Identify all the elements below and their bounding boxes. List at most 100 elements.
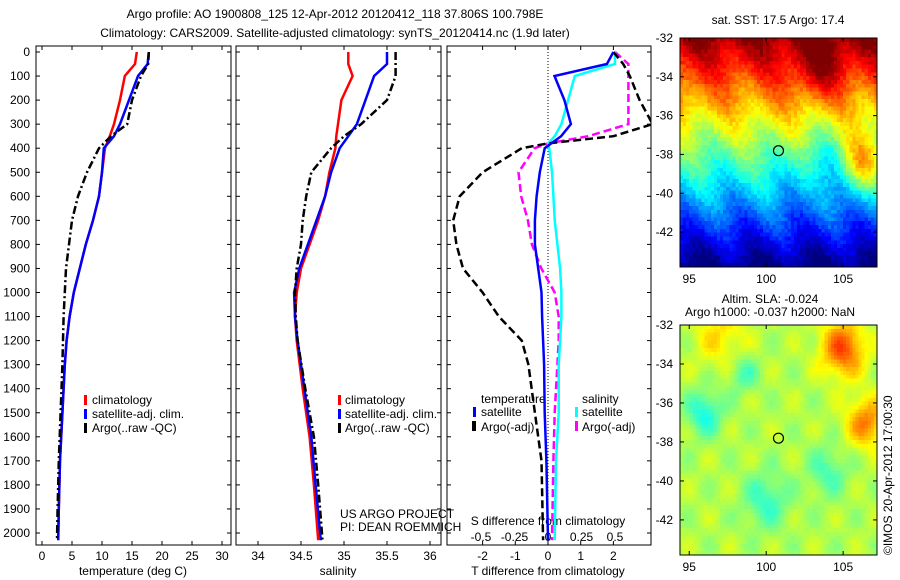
salinity-xlabel: salinity bbox=[320, 564, 357, 578]
y-tick-label: 1600 bbox=[3, 430, 30, 444]
legend-label: satellite-adj. clim. bbox=[345, 407, 437, 421]
x-tick-label: 5 bbox=[69, 549, 76, 563]
x-tick-label: 20 bbox=[155, 549, 169, 563]
y-tick-label: 900 bbox=[10, 261, 30, 275]
salinity-legend: climatology satellite-adj. clim. Argo(..… bbox=[338, 393, 437, 435]
x-tick-label: -1 bbox=[510, 549, 521, 563]
y-tick-label: 1000 bbox=[3, 286, 30, 300]
legend-swatch-argo bbox=[84, 423, 87, 433]
s-tick-label: -0.5 bbox=[471, 530, 492, 544]
plot-frame bbox=[235, 45, 442, 546]
pi-label: PI: DEAN ROEMMICH bbox=[340, 520, 461, 534]
series-climatology-line bbox=[56, 51, 139, 541]
lat-tick-label: -42 bbox=[656, 513, 674, 527]
legend-label: satellite-adj. clim. bbox=[92, 407, 184, 421]
map-frame bbox=[679, 37, 878, 268]
y-tick-label: 100 bbox=[10, 69, 30, 83]
y-tick-label: 1200 bbox=[3, 334, 30, 348]
lat-tick-label: -42 bbox=[656, 225, 674, 239]
series-climatology-line bbox=[293, 52, 354, 541]
argo-location-marker bbox=[772, 432, 785, 444]
y-tick-label: 0 bbox=[23, 45, 30, 59]
title-line-1: Argo profile: AO 1900808_125 12-Apr-2012… bbox=[127, 7, 544, 21]
lat-tick-label: -40 bbox=[656, 474, 674, 488]
series-argo-line bbox=[55, 51, 151, 541]
y-tick-label: 1900 bbox=[3, 502, 30, 516]
temperature-legend: climatology satellite-adj. clim. Argo(..… bbox=[84, 393, 184, 435]
legend-label: Argo(..raw -QC) bbox=[92, 421, 177, 435]
sla-map-title-2: Argo h1000: -0.037 h2000: NaN bbox=[685, 305, 855, 319]
legend-label: Argo(-adj) bbox=[481, 420, 534, 434]
y-tick-label: 700 bbox=[10, 213, 30, 227]
series-argo-line bbox=[293, 52, 397, 541]
legend-swatch-t-argo bbox=[472, 421, 476, 431]
lon-tick-label: 105 bbox=[833, 560, 853, 574]
y-tick-label: 600 bbox=[10, 189, 30, 203]
series-t-argo-line bbox=[451, 51, 651, 541]
legend-label: Argo(..raw -QC) bbox=[345, 421, 430, 435]
y-tick-label: 300 bbox=[10, 117, 30, 131]
y-tick-label: 400 bbox=[10, 141, 30, 155]
imos-stamp: ©IMOS 20-Apr-2012 17:00:30 bbox=[881, 395, 895, 555]
s-tick-label: 0.5 bbox=[607, 530, 624, 544]
legend-swatch-satellite bbox=[84, 409, 87, 419]
lat-tick-label: -36 bbox=[656, 396, 674, 410]
lat-tick-label: -34 bbox=[656, 70, 674, 84]
plot-frame bbox=[35, 45, 232, 546]
temperature-xlabel: temperature (deg C) bbox=[79, 564, 187, 578]
legend-label: Argo(-adj) bbox=[582, 420, 635, 434]
x-tick-label: 34 bbox=[251, 549, 265, 563]
x-tick-label: 35.5 bbox=[375, 549, 399, 563]
sst-map-title: sat. SST: 17.5 Argo: 17.4 bbox=[712, 13, 845, 27]
x-tick-label: 25 bbox=[185, 549, 199, 563]
difference-legend: temperature salinity satellite Argo(-adj… bbox=[472, 392, 635, 434]
lon-tick-label: 95 bbox=[683, 272, 697, 286]
x-tick-label: 36 bbox=[423, 549, 437, 563]
lat-tick-label: -32 bbox=[656, 318, 674, 332]
plot-frame bbox=[446, 45, 652, 546]
x-tick-label: 0 bbox=[39, 549, 46, 563]
legend-swatch-climatology bbox=[338, 395, 341, 405]
y-tick-label: 1400 bbox=[3, 382, 30, 396]
tdiff-xlabel: T difference from climatology bbox=[471, 564, 625, 578]
sla-map-title-1: Altim. SLA: -0.024 bbox=[722, 292, 819, 306]
difference-series bbox=[451, 51, 651, 541]
series-s-argo-line bbox=[517, 51, 630, 541]
sst-map-image bbox=[680, 38, 877, 267]
sla-map-image bbox=[680, 325, 877, 555]
lat-tick-label: -34 bbox=[656, 357, 674, 371]
legend-swatch-satellite bbox=[338, 409, 341, 419]
y-tick-label: 500 bbox=[10, 165, 30, 179]
lat-tick-label: -40 bbox=[656, 186, 674, 200]
y-tick-label: 1300 bbox=[3, 358, 30, 372]
x-tick-label: 1 bbox=[577, 549, 584, 563]
y-tick-label: 1500 bbox=[3, 406, 30, 420]
legend-label: satellite bbox=[582, 405, 623, 419]
argo-location-marker bbox=[772, 145, 785, 157]
y-tick-label: 1700 bbox=[3, 454, 30, 468]
s-tick-label: 0.25 bbox=[570, 530, 594, 544]
s-tick-label: -0.25 bbox=[501, 530, 529, 544]
map-frame bbox=[679, 324, 878, 556]
x-tick-label: 30 bbox=[215, 549, 229, 563]
legend-label: climatology bbox=[92, 393, 152, 407]
x-tick-label: 10 bbox=[95, 549, 109, 563]
x-tick-label: 2 bbox=[610, 549, 617, 563]
legend-header-temperature: temperature bbox=[481, 392, 546, 406]
lon-tick-label: 100 bbox=[756, 560, 776, 574]
title-line-2: Climatology: CARS2009. Satellite-adjuste… bbox=[100, 26, 570, 40]
project-label: US ARGO PROJECT bbox=[340, 507, 455, 521]
legend-header-salinity: salinity bbox=[582, 392, 619, 406]
lat-tick-label: -38 bbox=[656, 435, 674, 449]
x-tick-label: 15 bbox=[125, 549, 139, 563]
legend-label: climatology bbox=[345, 393, 405, 407]
series-satellite-line bbox=[292, 52, 389, 541]
y-tick-label: 800 bbox=[10, 237, 30, 251]
legend-swatch-climatology bbox=[84, 395, 87, 405]
series-satellite-line bbox=[56, 51, 151, 541]
legend-swatch-s-argo bbox=[575, 421, 578, 431]
legend-swatch-t-satellite bbox=[473, 407, 476, 417]
y-tick-label: 2000 bbox=[3, 526, 30, 540]
